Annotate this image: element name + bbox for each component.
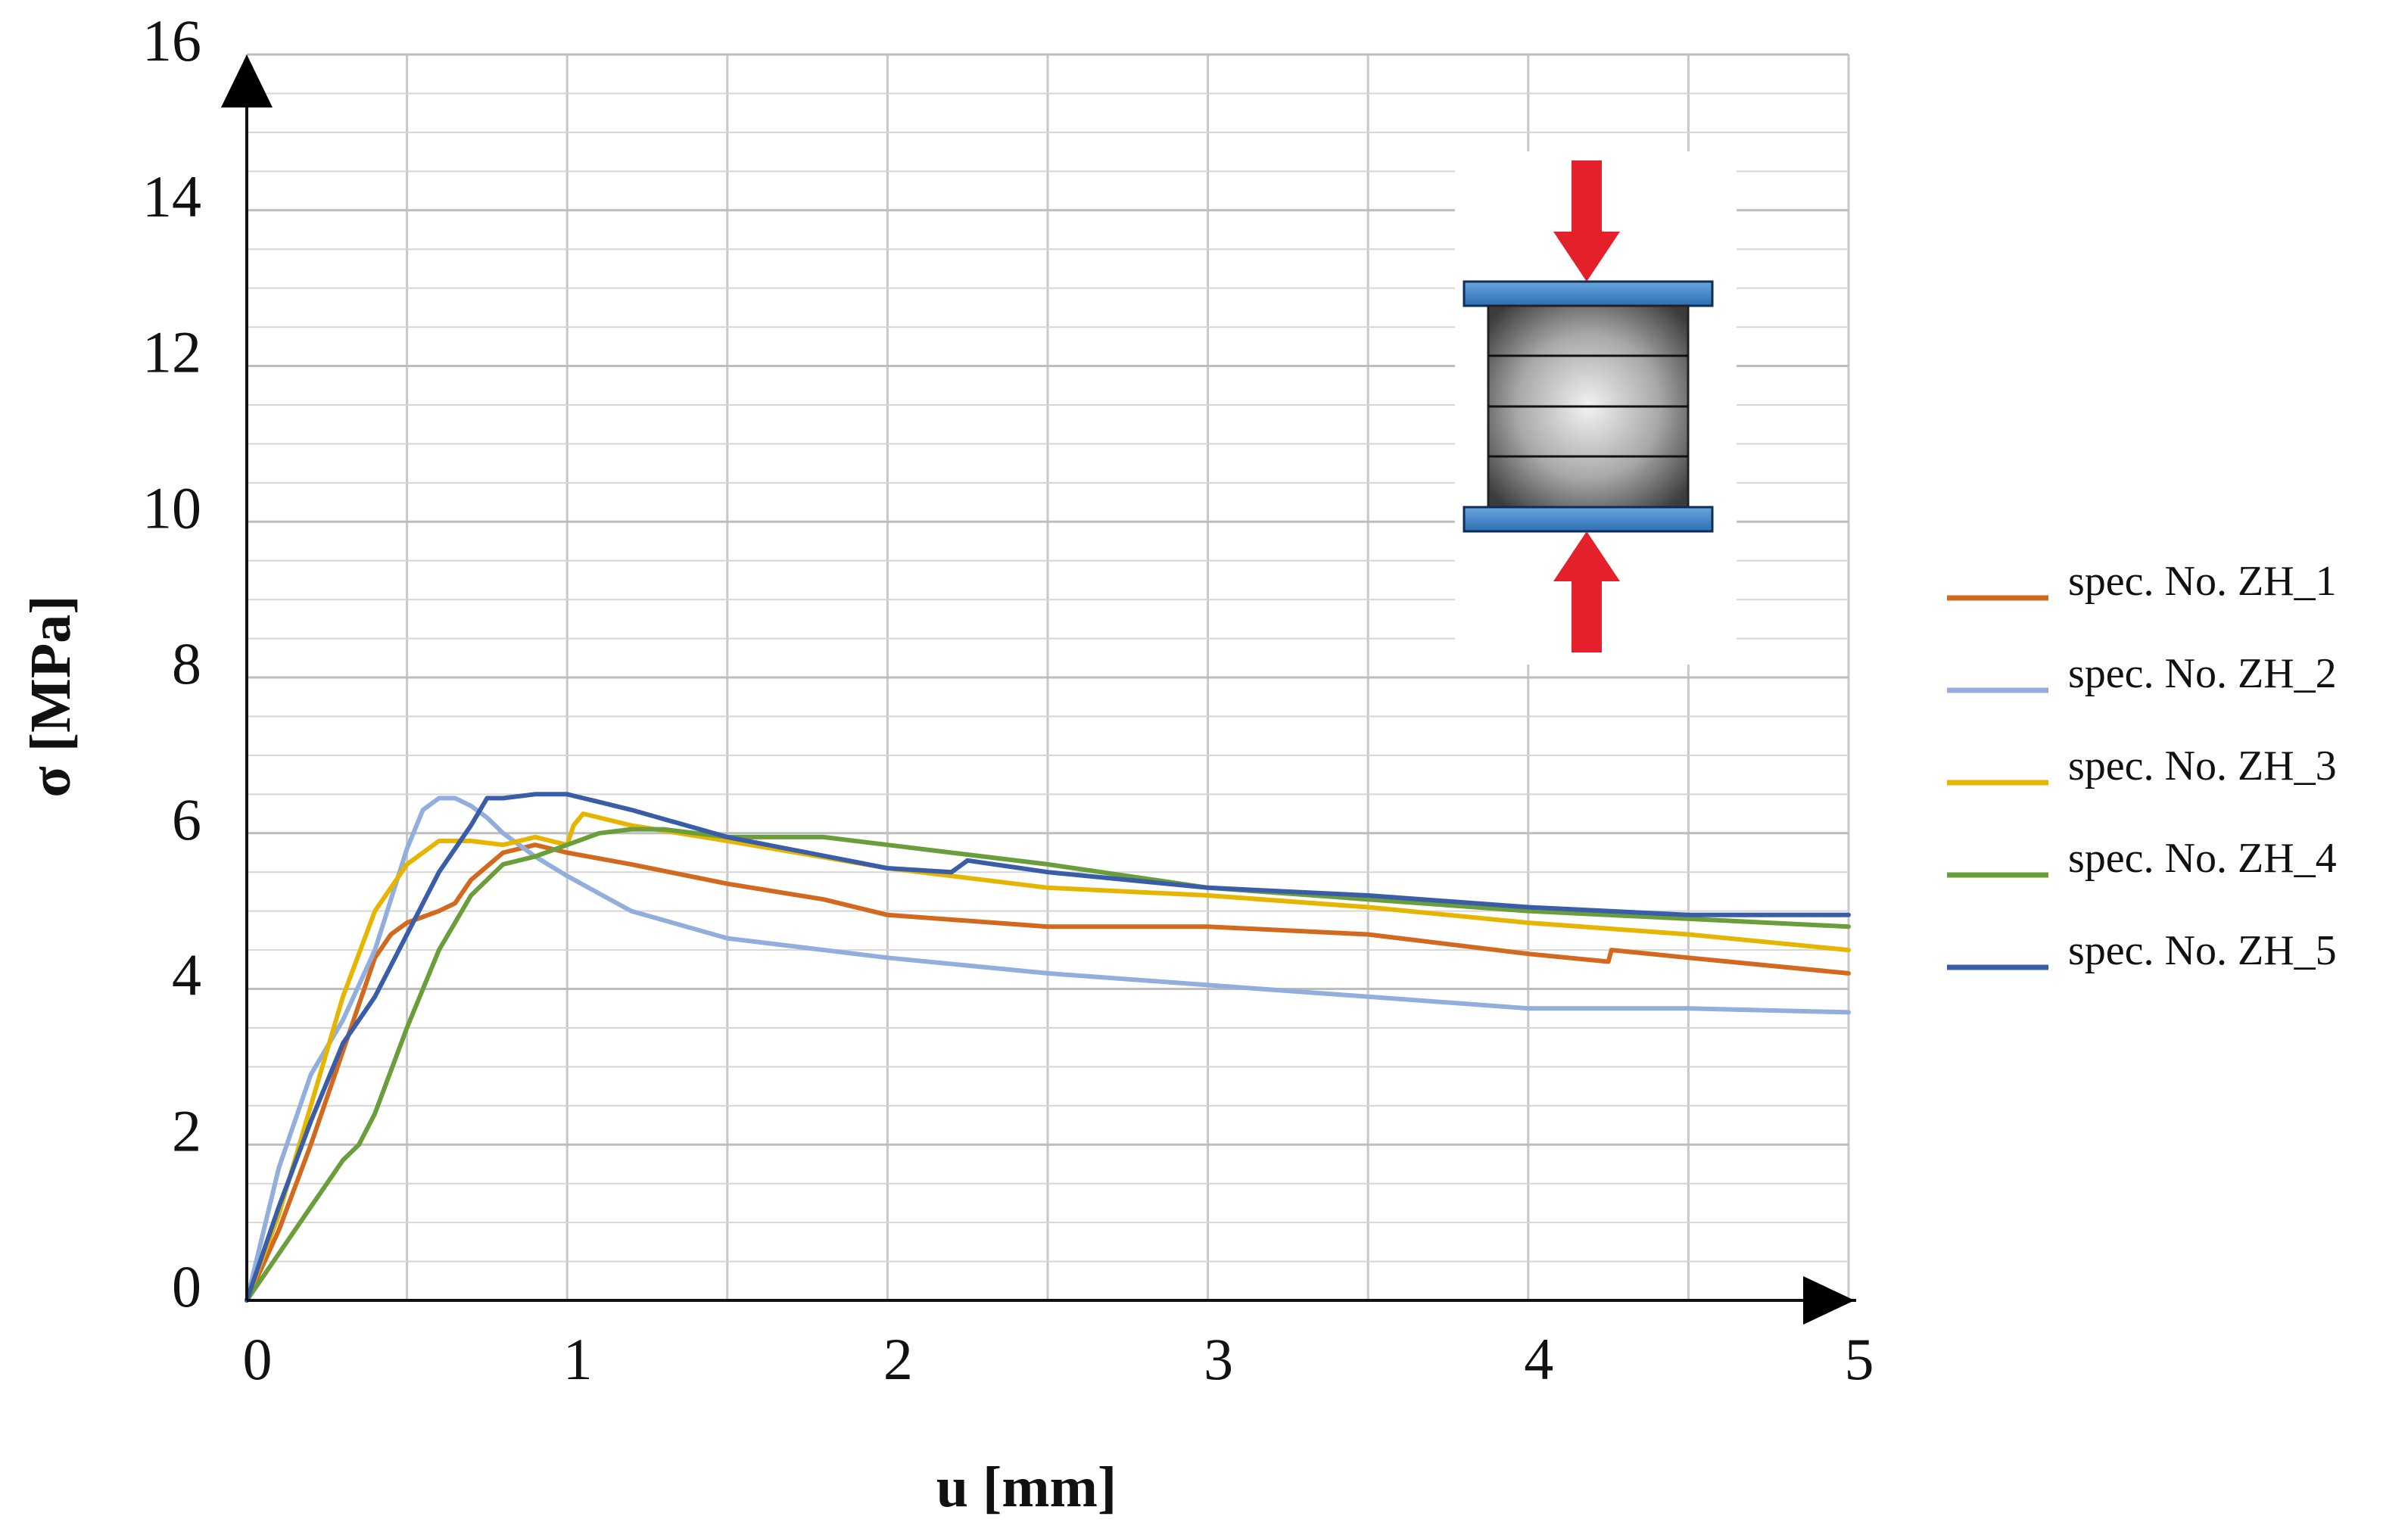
legend: spec. No. ZH_1 spec. No. ZH_2 spec. No. ZH… xyxy=(1947,558,2337,974)
y-tick-label: 6 xyxy=(172,786,201,852)
x-axis-arrow-icon xyxy=(1803,1276,1855,1325)
x-tick-label: 2 xyxy=(883,1326,913,1392)
x-tick-label: 4 xyxy=(1524,1326,1553,1392)
y-tick-label: 2 xyxy=(172,1098,201,1163)
y-tick-label: 0 xyxy=(172,1253,201,1319)
y-axis-title: σ [MPa] xyxy=(19,595,83,797)
series-line-zh-5 xyxy=(245,792,1851,1303)
x-axis-title: u [mm] xyxy=(936,1456,1117,1519)
top-plate xyxy=(1463,280,1714,307)
top-arrow-icon xyxy=(1553,160,1620,282)
y-tick-label: 10 xyxy=(142,475,201,540)
legend-label: spec. No. ZH_1 xyxy=(2068,558,2337,605)
x-tick-label: 0 xyxy=(243,1326,273,1392)
y-tick-label: 16 xyxy=(142,8,201,73)
y-tick-label: 14 xyxy=(142,163,201,229)
x-tick-label: 1 xyxy=(563,1326,593,1392)
series-line-zh-1 xyxy=(245,842,1851,1303)
x-tick-label: 5 xyxy=(1845,1326,1874,1392)
legend-label: spec. No. ZH_2 xyxy=(2068,650,2337,697)
y-axis-arrow-icon xyxy=(221,54,273,107)
series-line-zh-3 xyxy=(245,811,1851,1303)
y-tick-label: 12 xyxy=(142,319,201,385)
series-line-zh-2 xyxy=(245,796,1851,1303)
axes xyxy=(221,54,1856,1325)
bottom-plate xyxy=(1463,506,1714,533)
plot-series xyxy=(245,792,1851,1303)
x-tick-label: 3 xyxy=(1204,1326,1233,1392)
legend-label: spec. No. ZH_5 xyxy=(2068,927,2337,974)
bottom-arrow-icon xyxy=(1553,531,1620,652)
y-tick-label: 8 xyxy=(172,631,201,696)
legend-label: spec. No. ZH_3 xyxy=(2068,743,2337,789)
y-tick-label: 4 xyxy=(172,942,201,1008)
legend-label: spec. No. ZH_4 xyxy=(2068,835,2337,882)
specimen-under-compression-icon xyxy=(1455,151,1737,665)
